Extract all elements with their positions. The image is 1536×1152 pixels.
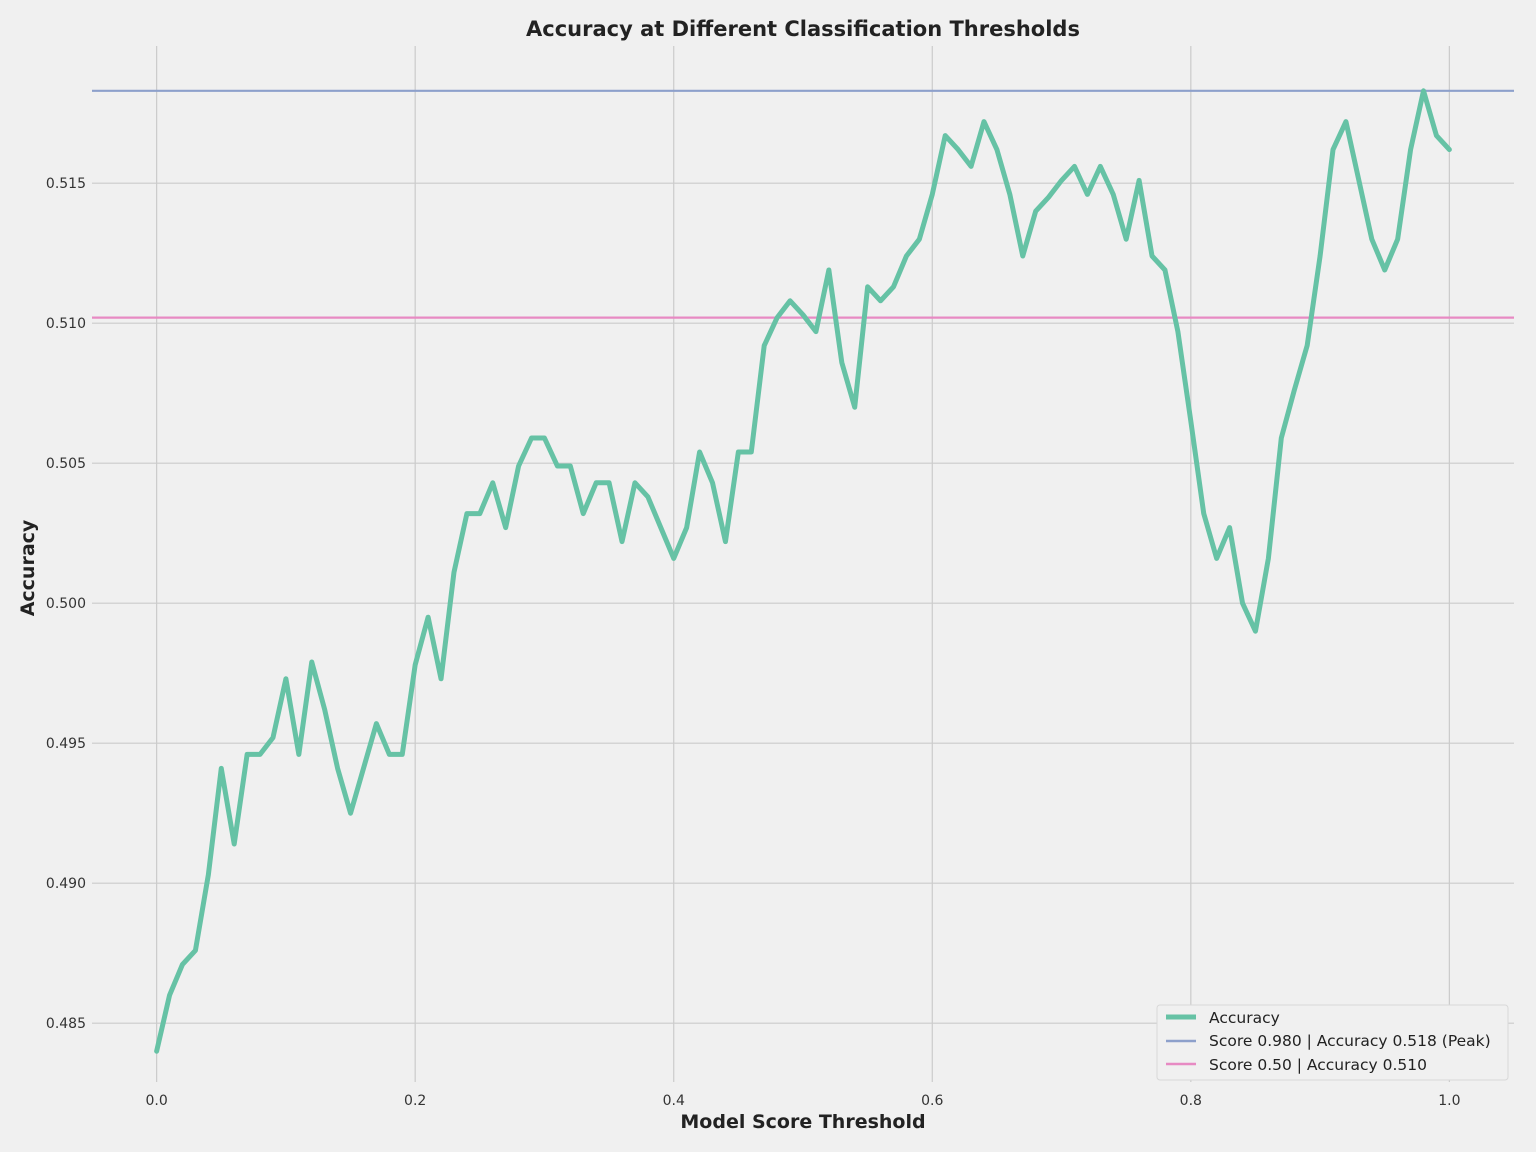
plot-area [92,46,1514,1082]
x-tick-label-2: 0.4 [663,1093,685,1109]
y-tick-label-6: 0.515 [46,176,86,192]
y-axis-title: Accuracy [17,519,39,616]
legend-label-peak: Score 0.980 | Accuracy 0.518 (Peak) [1209,1032,1491,1050]
x-tick-label-1: 0.2 [404,1093,426,1109]
legend-box [1156,1004,1509,1081]
legend-label-default: Score 0.50 | Accuracy 0.510 [1209,1056,1427,1074]
y-tick-label-1: 0.490 [46,876,86,892]
x-tick-label-4: 0.8 [1180,1093,1202,1109]
x-tick-label-5: 1.0 [1438,1093,1460,1109]
x-axis-title: Model Score Threshold [680,1111,925,1133]
y-tick-labels: 0.485 0.490 0.495 0.500 0.505 0.510 0.515 [46,176,86,1032]
series-lines [154,88,1452,1054]
legend: Accuracy Score 0.980 | Accuracy 0.518 (P… [1156,1004,1509,1081]
legend-label-accuracy: Accuracy [1209,1009,1280,1027]
y-tick-label-0: 0.485 [46,1016,86,1032]
y-tick-label-5: 0.510 [46,316,86,332]
series-line-0 [154,88,1452,1054]
y-tick-label-3: 0.500 [46,596,86,612]
y-tick-label-4: 0.505 [46,456,86,472]
x-tick-label-3: 0.6 [921,1093,943,1109]
y-tick-label-2: 0.495 [46,736,86,752]
x-tick-labels: 0.0 0.2 0.4 0.6 0.8 1.0 [146,1093,1461,1109]
x-tick-label-0: 0.0 [146,1093,168,1109]
chart-title: Accuracy at Different Classification Thr… [526,17,1080,41]
